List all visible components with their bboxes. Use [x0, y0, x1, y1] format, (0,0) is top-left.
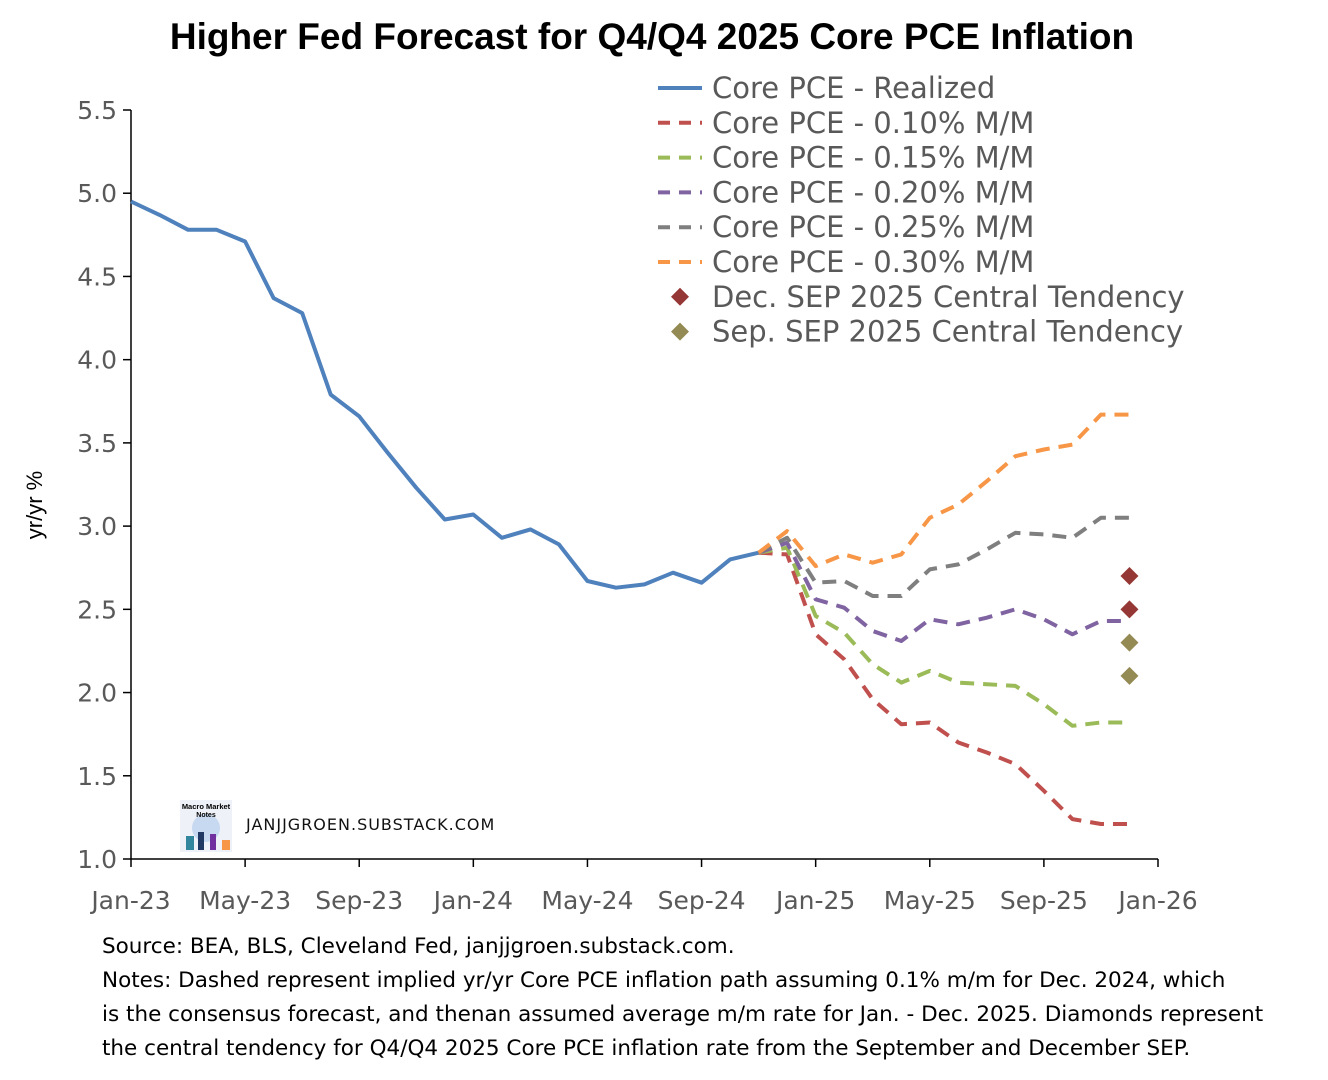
diamond-marker-0-0 — [1120, 567, 1139, 586]
series-line-4 — [757, 515, 1130, 598]
x-tick-label: Sep-25 — [1000, 886, 1088, 915]
y-axis-label: yr/yr % — [22, 471, 47, 539]
source-line: Source: BEA, BLS, Cleveland Fed, janjjgr… — [102, 934, 735, 959]
marker-layer — [1120, 567, 1139, 685]
y-tick-label: 3.5 — [77, 429, 117, 458]
notes-line-1: Notes: Dashed represent implied yr/yr Co… — [102, 968, 1226, 993]
legend-label-0: Core PCE - Realized — [712, 71, 995, 105]
notes-line-2: is the consensus forecast, and thenan as… — [102, 1002, 1264, 1027]
legend-label-marker-0: Dec. SEP 2025 Central Tendency — [712, 280, 1185, 314]
y-tick-label: 3.0 — [77, 512, 117, 541]
legend-diamond-0 — [671, 287, 689, 306]
watermark-logo-line2: Notes — [196, 812, 216, 819]
series-line-3 — [757, 540, 1130, 643]
diamond-marker-1-0 — [1120, 633, 1139, 652]
series-layer — [130, 199, 1130, 826]
x-tick-label: May-23 — [199, 886, 291, 915]
watermark-logo-line1: Macro Market — [182, 802, 231, 811]
source-notes: Source: BEA, BLS, Cleveland Fed, janjjgr… — [102, 930, 1322, 1066]
x-tick-label: May-24 — [541, 886, 633, 915]
x-tick-label: Sep-23 — [315, 886, 403, 915]
diamond-marker-1-1 — [1120, 666, 1139, 685]
y-tick-label: 1.5 — [77, 762, 117, 791]
x-tick-label: Jan-24 — [432, 886, 513, 915]
legend-label-marker-1: Sep. SEP 2025 Central Tendency — [712, 315, 1183, 349]
series-line-5 — [757, 412, 1130, 569]
y-tick-label: 2.0 — [77, 679, 117, 708]
chart-title: Higher Fed Forecast for Q4/Q4 2025 Core … — [169, 16, 1135, 57]
watermark-text: JANJJGROEN.SUBSTACK.COM — [246, 815, 496, 834]
axes: 1.0 1.5 2.0 2.5 3.0 3.5 4.0 4.5 5.0 5.5 Jan-23 May-… — [77, 96, 1197, 915]
legend-label-2: Core PCE - 0.15% M/M — [712, 141, 1034, 175]
watermark-logo: Macro Market Notes — [180, 800, 232, 852]
y-tick-label: 5.0 — [77, 179, 117, 208]
legend-label-1: Core PCE - 0.10% M/M — [712, 106, 1034, 140]
y-tick-label: 1.0 — [77, 845, 117, 874]
x-tick-label: Jan-25 — [774, 886, 855, 915]
series-line-2 — [758, 545, 1130, 728]
y-tick-label: 5.5 — [77, 96, 117, 125]
legend-label-5: Core PCE - 0.30% M/M — [712, 245, 1034, 279]
x-tick-label: Sep-24 — [658, 886, 746, 915]
y-tick-label: 4.5 — [77, 262, 117, 291]
y-tick-label: 4.0 — [77, 346, 117, 375]
legend-label-4: Core PCE - 0.25% M/M — [712, 210, 1034, 244]
x-tick-label: May-25 — [884, 886, 976, 915]
legend-diamond-1 — [671, 322, 689, 341]
y-tick-label: 2.5 — [77, 595, 117, 624]
x-tick-label: Jan-26 — [1116, 886, 1197, 915]
series-line-1 — [758, 550, 1130, 826]
x-tick-label: Jan-23 — [89, 886, 170, 915]
legend-label-3: Core PCE - 0.20% M/M — [712, 175, 1034, 209]
notes-line-3: the central tendency for Q4/Q4 2025 Core… — [102, 1036, 1191, 1061]
diamond-marker-0-1 — [1120, 600, 1139, 619]
series-line-0 — [130, 199, 760, 590]
